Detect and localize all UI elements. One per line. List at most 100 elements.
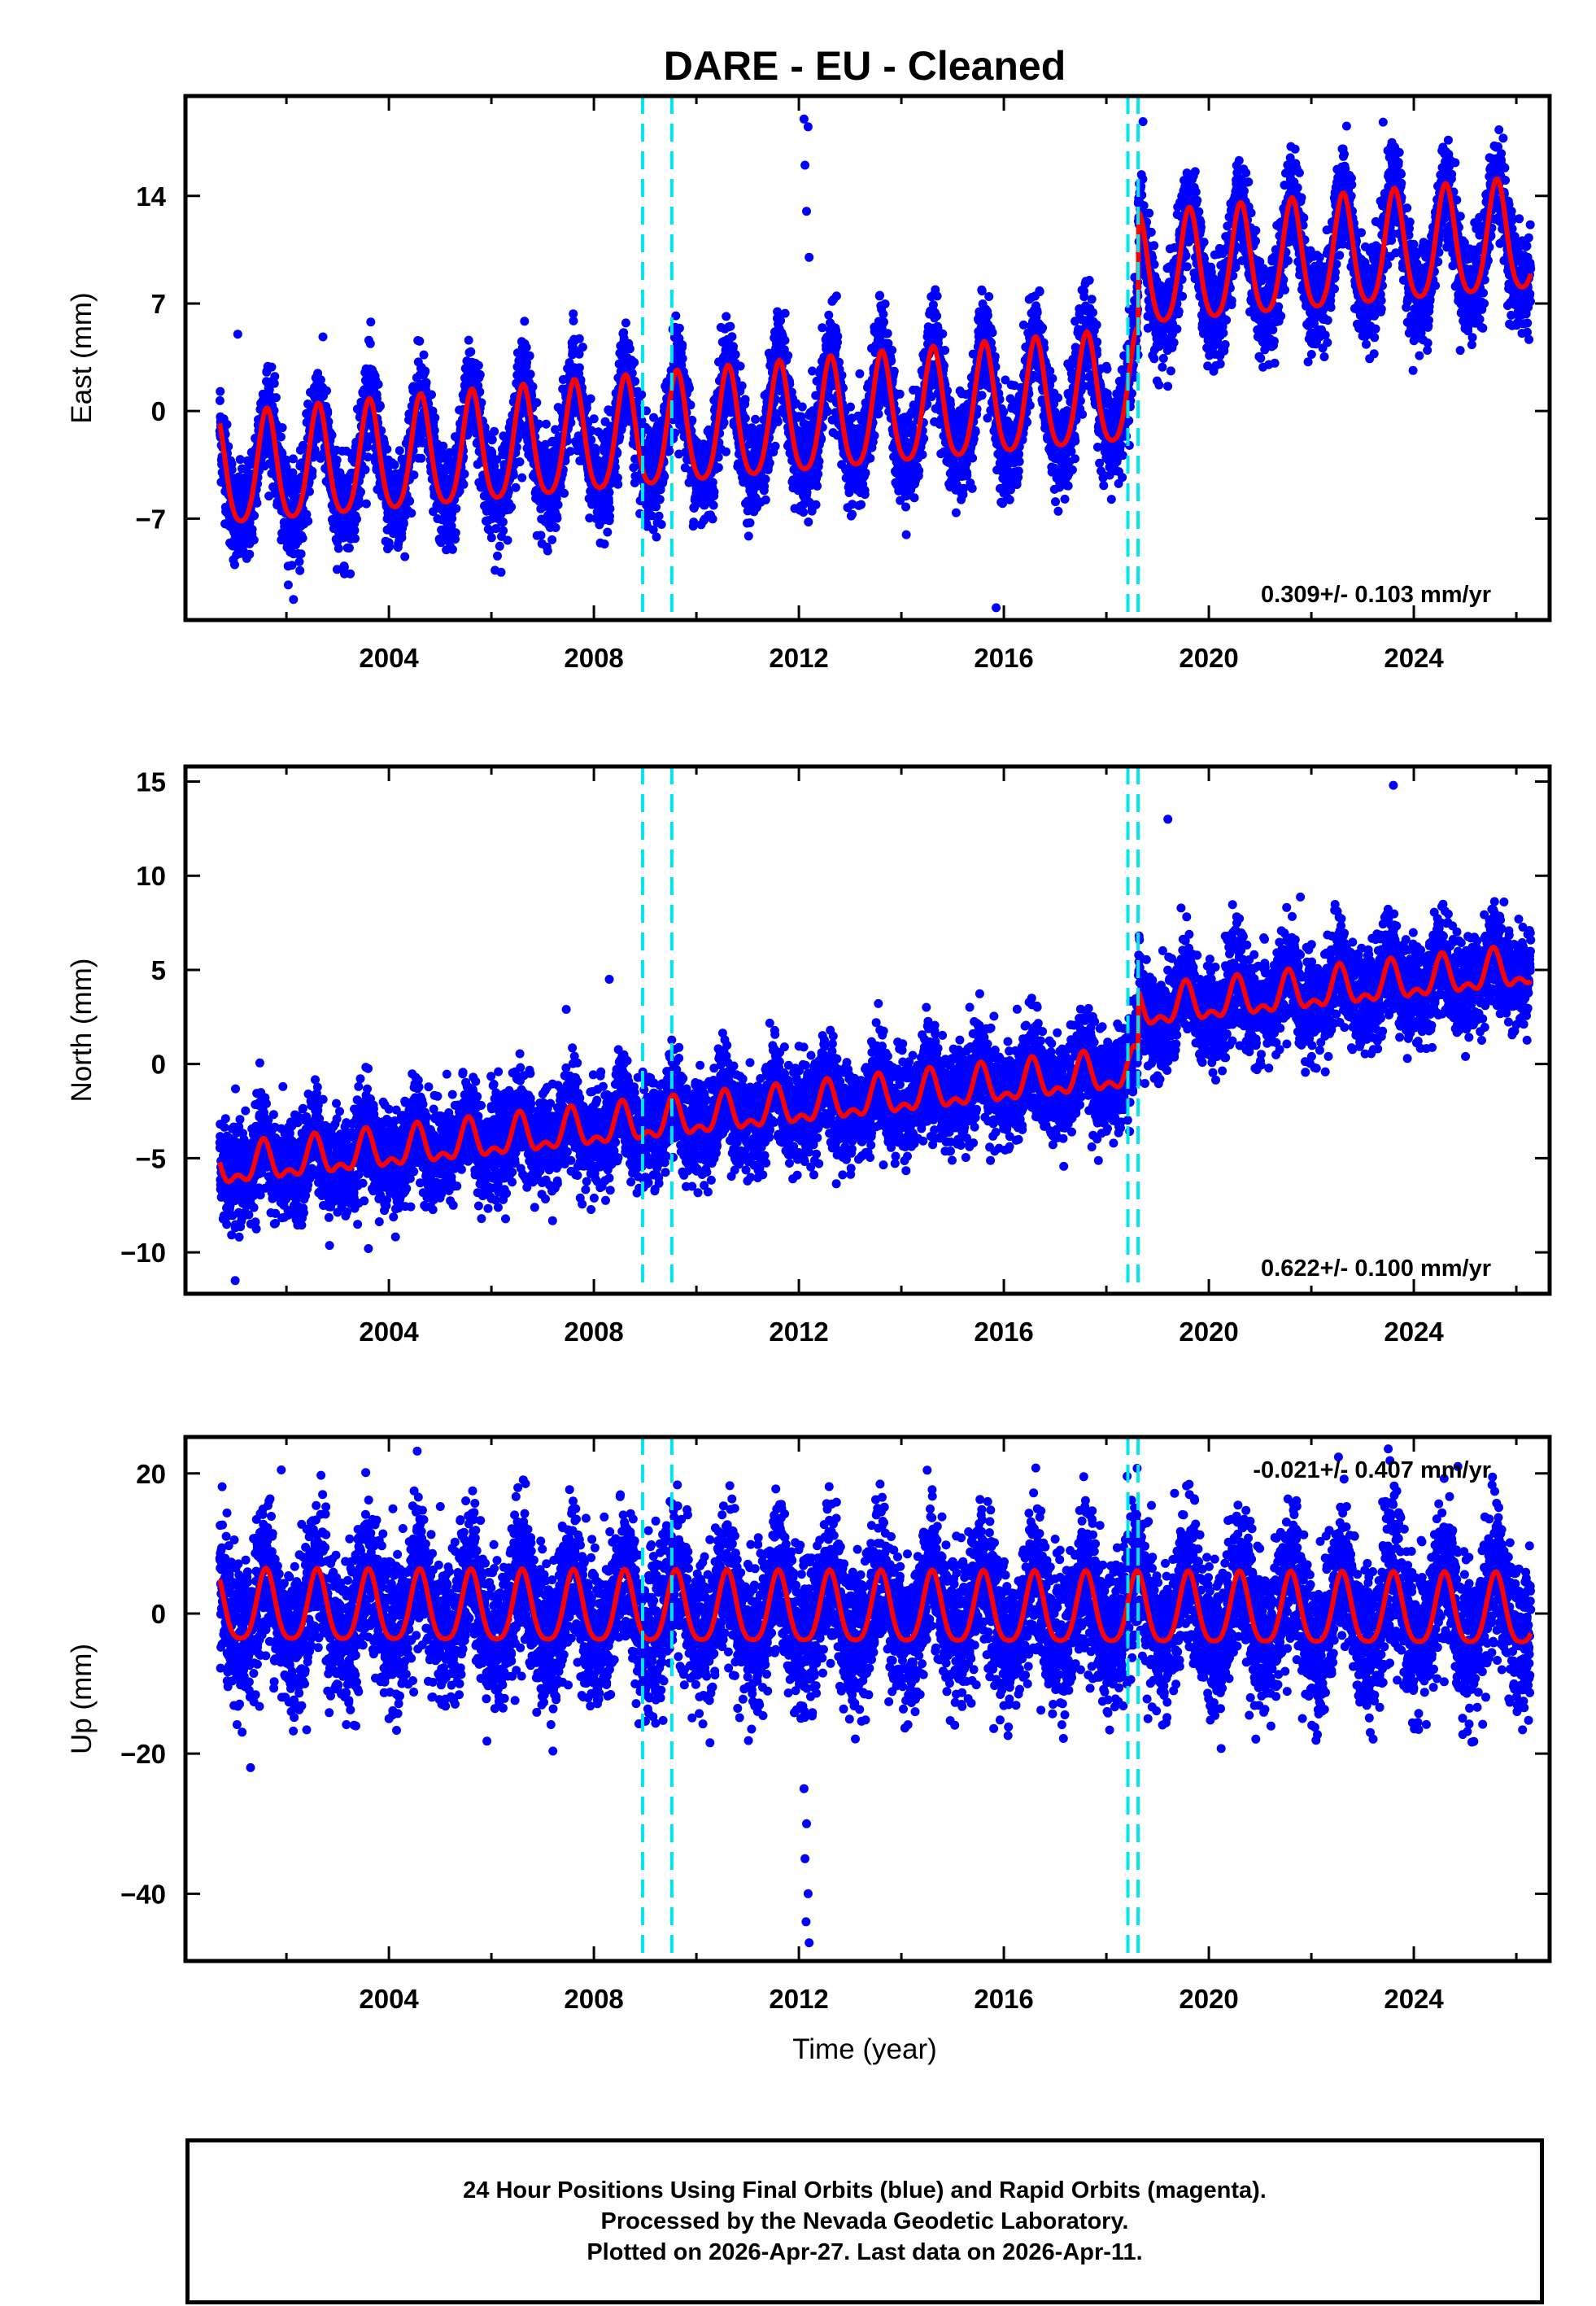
data-point bbox=[245, 549, 255, 559]
data-point bbox=[521, 343, 531, 352]
data-point bbox=[515, 457, 525, 467]
data-point bbox=[649, 413, 658, 422]
data-point bbox=[459, 479, 469, 489]
data-point bbox=[621, 318, 630, 328]
data-point bbox=[360, 465, 370, 474]
data-point bbox=[327, 430, 337, 440]
data-point bbox=[400, 552, 410, 561]
data-point bbox=[350, 526, 360, 535]
data-point bbox=[604, 487, 614, 497]
data-point bbox=[875, 290, 884, 300]
data-point bbox=[578, 343, 587, 352]
data-point bbox=[713, 463, 723, 473]
data-point bbox=[860, 490, 870, 500]
data-point bbox=[490, 426, 499, 436]
data-point bbox=[855, 369, 865, 378]
data-point bbox=[294, 557, 304, 566]
data-point bbox=[536, 531, 546, 540]
data-point bbox=[344, 544, 354, 552]
data-point bbox=[605, 504, 615, 513]
data-point bbox=[487, 435, 497, 444]
data-point bbox=[307, 466, 317, 476]
chart-title: DARE - EU - Cleaned bbox=[664, 43, 1066, 89]
data-point bbox=[883, 329, 892, 338]
data-point bbox=[230, 560, 239, 570]
data-point bbox=[547, 535, 557, 544]
data-point bbox=[833, 331, 843, 341]
data-point bbox=[277, 448, 287, 458]
data-point bbox=[304, 487, 314, 496]
data-point bbox=[318, 332, 328, 342]
data-point bbox=[288, 454, 298, 464]
data-point bbox=[302, 509, 312, 519]
data-point bbox=[528, 382, 538, 391]
data-point bbox=[914, 465, 924, 475]
data-point bbox=[395, 446, 404, 456]
data-point bbox=[613, 479, 623, 489]
data-point bbox=[574, 363, 584, 373]
data-point bbox=[708, 478, 717, 487]
data-point bbox=[735, 361, 745, 371]
data-point bbox=[351, 534, 360, 544]
data-point bbox=[517, 473, 527, 483]
data-point bbox=[822, 407, 832, 417]
data-point bbox=[870, 430, 879, 440]
data-point bbox=[365, 338, 375, 348]
data-point bbox=[430, 413, 440, 422]
data-point bbox=[250, 511, 259, 521]
data-point bbox=[737, 381, 747, 391]
data-point bbox=[316, 375, 325, 385]
data-point bbox=[901, 530, 911, 539]
data-point bbox=[866, 453, 875, 463]
data-point bbox=[637, 390, 647, 400]
data-point bbox=[399, 519, 408, 529]
data-point bbox=[222, 420, 232, 430]
x-axis-label: Time (year) bbox=[792, 2033, 937, 2065]
data-point bbox=[409, 470, 419, 480]
data-point bbox=[780, 335, 790, 345]
data-point bbox=[355, 499, 364, 509]
data-point bbox=[887, 345, 897, 355]
data-point bbox=[407, 509, 416, 518]
data-point bbox=[352, 514, 361, 524]
data-point bbox=[295, 566, 305, 575]
data-point bbox=[366, 317, 376, 327]
data-point bbox=[674, 323, 684, 333]
data-point bbox=[397, 533, 407, 543]
data-point bbox=[831, 291, 841, 301]
data-point bbox=[298, 533, 307, 543]
data-point bbox=[498, 518, 508, 526]
data-point bbox=[656, 520, 666, 529]
data-point bbox=[553, 500, 563, 509]
data-point bbox=[447, 544, 457, 554]
data-point bbox=[499, 526, 508, 535]
data-point bbox=[332, 455, 342, 465]
data-point bbox=[861, 468, 870, 478]
data-point bbox=[486, 533, 496, 543]
data-point bbox=[507, 502, 517, 512]
data-point bbox=[652, 532, 661, 542]
data-point bbox=[269, 378, 279, 388]
data-point bbox=[708, 514, 717, 524]
data-point bbox=[709, 500, 718, 510]
data-point bbox=[719, 417, 729, 427]
data-point bbox=[729, 342, 738, 352]
data-point bbox=[322, 386, 331, 395]
data-point bbox=[770, 441, 780, 451]
data-point bbox=[503, 535, 512, 545]
data-point bbox=[339, 562, 349, 572]
data-point bbox=[727, 332, 737, 342]
data-point bbox=[495, 541, 504, 551]
data-point bbox=[375, 401, 385, 411]
data-point bbox=[574, 334, 584, 343]
data-point bbox=[427, 390, 436, 400]
data-point bbox=[722, 447, 730, 456]
data-point bbox=[765, 458, 774, 468]
data-point bbox=[249, 535, 259, 545]
data-point bbox=[363, 452, 373, 462]
data-point bbox=[215, 395, 225, 405]
data-point bbox=[466, 347, 476, 356]
data-point bbox=[361, 499, 371, 509]
